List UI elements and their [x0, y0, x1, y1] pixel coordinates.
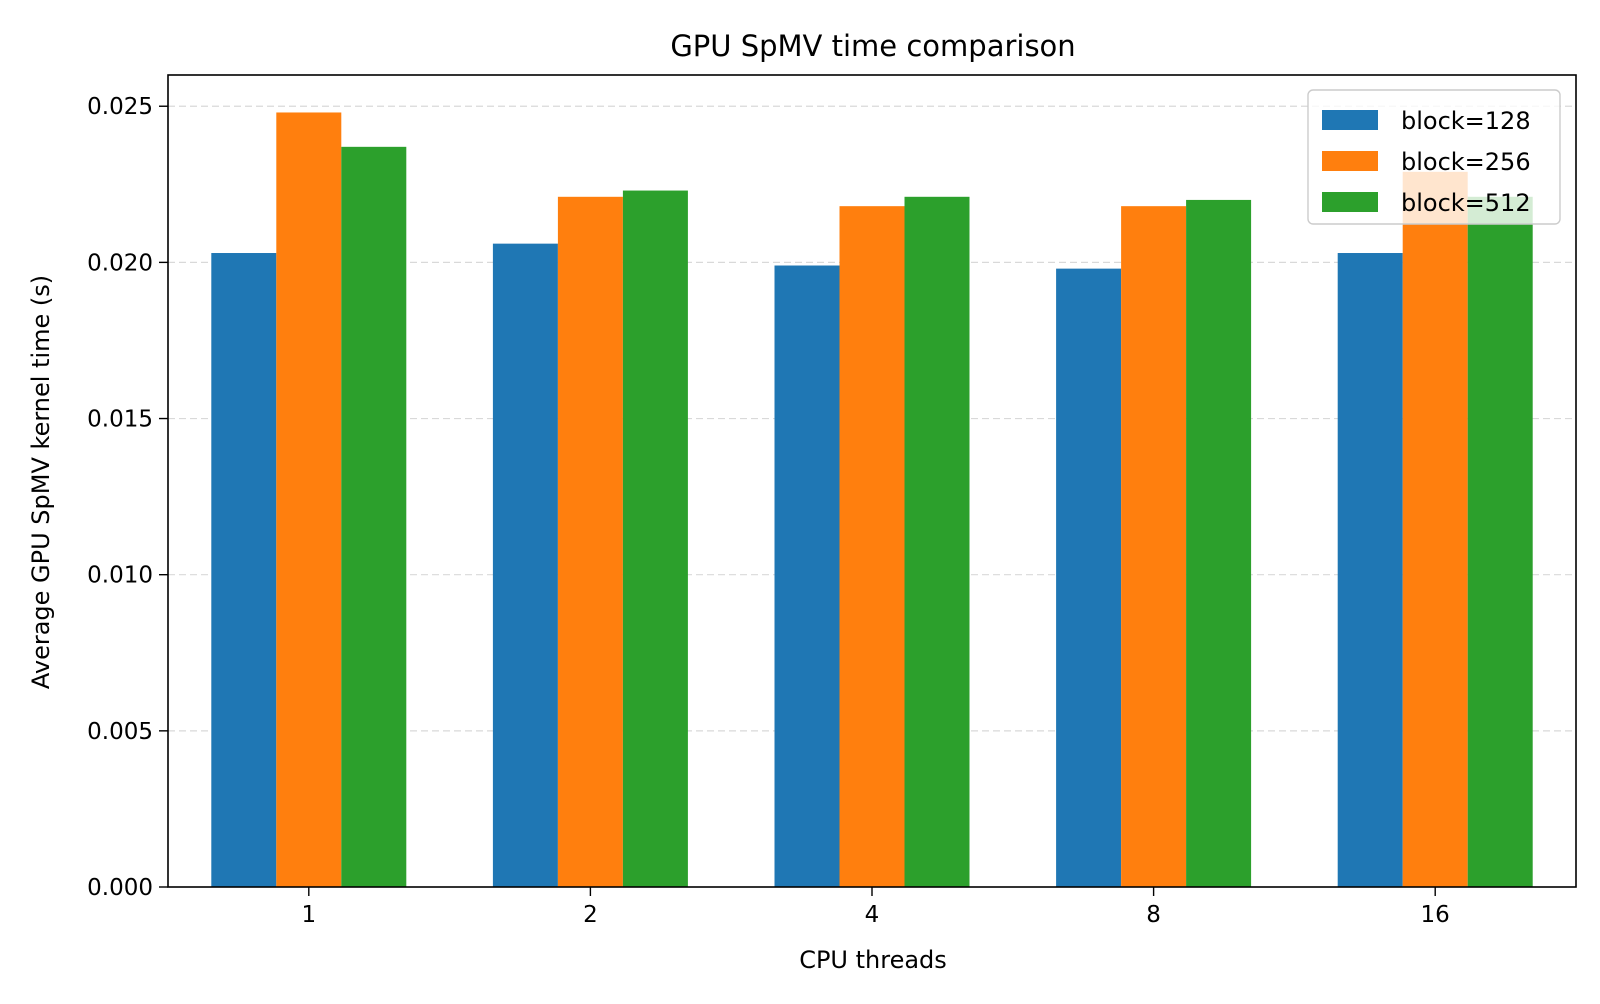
- legend-label: block=256: [1401, 148, 1531, 176]
- x-tick-label: 1: [301, 902, 316, 928]
- bar-block-512-4: [904, 196, 970, 888]
- x-axis: 1 2 4 8 16: [301, 887, 1450, 928]
- bar-block-128-1: [211, 253, 277, 887]
- bar-block-512-16: [1467, 196, 1533, 888]
- bar-block-128-8: [1056, 268, 1122, 888]
- y-tick-label: 0.010: [87, 563, 153, 589]
- legend-label: block=128: [1401, 107, 1531, 135]
- bar-block-128-16: [1337, 253, 1403, 887]
- y-tick-label: 0.025: [87, 94, 153, 120]
- y-axis-label: Average GPU SpMV kernel time (s): [27, 275, 55, 689]
- bar-block-256-2: [557, 196, 623, 888]
- y-tick-label: 0.000: [87, 875, 153, 901]
- y-tick-label: 0.005: [87, 719, 153, 745]
- x-tick-label: 8: [1146, 902, 1161, 928]
- x-tick-label: 4: [865, 902, 880, 928]
- y-tick-label: 0.015: [87, 407, 153, 433]
- y-axis: 0.000 0.005 0.010 0.015 0.020 0.025: [87, 94, 168, 901]
- y-tick-label: 0.020: [87, 250, 153, 276]
- bar-block-512-2: [622, 190, 688, 888]
- bar-block-512-8: [1186, 199, 1252, 887]
- legend-swatch: [1322, 110, 1378, 130]
- x-tick-label: 2: [583, 902, 598, 928]
- bar-block-256-16: [1402, 171, 1468, 888]
- bar-block-128-4: [774, 265, 840, 887]
- bar-block-512-1: [341, 146, 407, 888]
- legend-swatch: [1322, 151, 1378, 171]
- legend: block=128 block=256 block=512: [1307, 89, 1561, 225]
- chart-title: GPU SpMV time comparison: [670, 29, 1075, 63]
- bar-block-128-2: [492, 243, 558, 888]
- legend-swatch: [1322, 192, 1378, 212]
- bar-block-256-4: [839, 206, 905, 887]
- x-axis-label: CPU threads: [799, 946, 947, 974]
- x-tick-label: 16: [1421, 902, 1450, 928]
- legend-label: block=512: [1401, 189, 1531, 217]
- bar-block-256-8: [1121, 206, 1187, 887]
- bar-block-256-1: [276, 112, 342, 887]
- bars: [211, 112, 1533, 888]
